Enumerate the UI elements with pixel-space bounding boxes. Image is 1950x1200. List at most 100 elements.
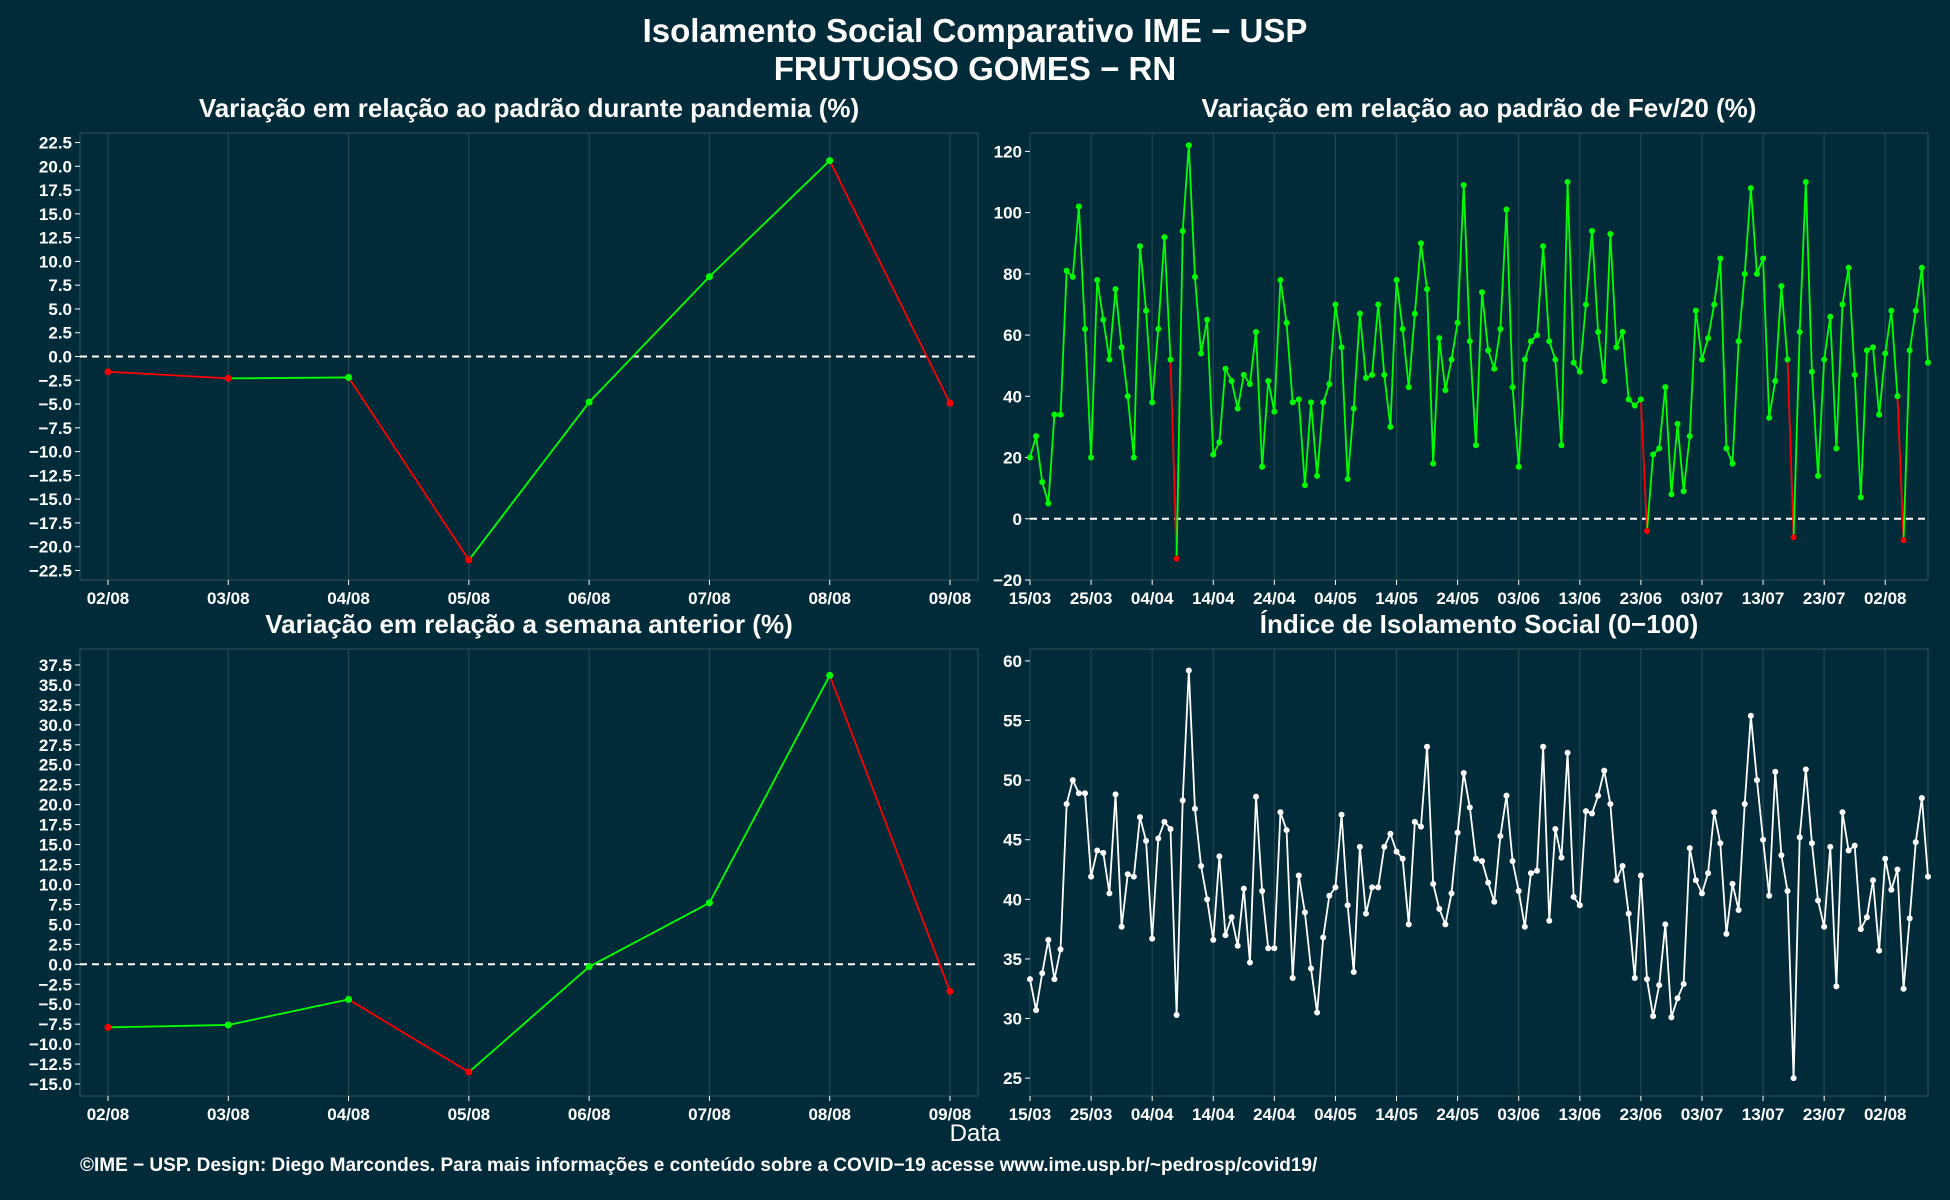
series-segment (1304, 912, 1312, 969)
data-point (345, 373, 353, 381)
data-point (1772, 768, 1779, 775)
data-point (1680, 980, 1687, 987)
title-line-2: FRUTUOSO GOMES − RN (773, 50, 1177, 87)
y-tick-label: −15.0 (29, 490, 72, 509)
data-point (1784, 356, 1791, 363)
data-point (1558, 442, 1565, 449)
series-segment (1041, 939, 1050, 974)
series-segment (1340, 814, 1349, 906)
data-point (224, 374, 232, 382)
data-point (1662, 384, 1669, 391)
y-tick-label: 50 (1003, 771, 1022, 790)
data-point (465, 1068, 473, 1076)
data-point (1155, 835, 1162, 842)
data-point (104, 368, 112, 376)
data-point (1784, 887, 1791, 894)
series-segment (1255, 331, 1264, 467)
series-segment (1102, 319, 1111, 360)
series-segment (1499, 209, 1508, 329)
y-tick-label: 55 (1003, 712, 1022, 731)
series-segment (1273, 279, 1282, 412)
data-point (1564, 178, 1571, 185)
data-point (1161, 818, 1168, 825)
data-point (1387, 830, 1394, 837)
x-tick-label: 04/04 (1131, 589, 1174, 608)
footer-credits: ©IME − USP. Design: Diego Marcondes. Par… (80, 1155, 1318, 1176)
data-point (1509, 384, 1516, 391)
data-point (1393, 848, 1400, 855)
y-tick-label: 20 (1003, 449, 1022, 468)
y-tick-label: −20 (993, 571, 1022, 590)
series-segment (1688, 847, 1697, 881)
series-segment (1389, 833, 1398, 852)
y-tick-label: 10.0 (39, 875, 72, 894)
y-tick-label: 32.5 (39, 696, 72, 715)
data-point (1344, 475, 1351, 482)
series-segment (1187, 670, 1196, 809)
data-point (224, 1021, 232, 1029)
data-point (1118, 923, 1125, 930)
y-tick-label: −7.5 (38, 419, 72, 438)
series-segment (1169, 359, 1178, 559)
data-point (1259, 463, 1266, 470)
data-point (1057, 411, 1064, 418)
series-segment (1731, 341, 1740, 464)
data-point (1729, 460, 1736, 467)
data-point (1723, 930, 1730, 937)
data-point (1234, 942, 1241, 949)
data-point (1210, 451, 1217, 458)
series-segment (1914, 797, 1923, 843)
series-segment (1102, 852, 1111, 894)
series-segment (1358, 313, 1367, 379)
series-segment (1163, 237, 1172, 360)
series-segment (1206, 899, 1215, 940)
data-point (1839, 301, 1846, 308)
series-segment (1597, 770, 1606, 796)
data-point (1753, 270, 1760, 277)
data-point (1265, 945, 1272, 952)
data-point (1436, 335, 1443, 342)
data-point (1674, 995, 1681, 1002)
data-point (1546, 917, 1553, 924)
y-tick-label: 0.0 (48, 348, 72, 367)
data-point (1069, 273, 1076, 280)
series-segment (1297, 399, 1306, 486)
data-point (1466, 338, 1473, 345)
series-segment (708, 674, 831, 904)
series-segment (1462, 772, 1471, 808)
x-tick-label: 24/04 (1253, 1105, 1296, 1124)
data-point (1894, 866, 1901, 873)
data-point (1338, 344, 1345, 351)
data-point (1466, 804, 1473, 811)
series-segment (1872, 347, 1881, 415)
series-segment (1517, 359, 1526, 467)
series-segment (1267, 380, 1276, 412)
y-tick-label: −15.0 (29, 1075, 72, 1094)
x-tick-label: 23/07 (1803, 589, 1846, 608)
series-segment (1914, 267, 1923, 311)
series-segment (1884, 310, 1893, 354)
data-point (1149, 935, 1156, 942)
data-point (345, 995, 353, 1003)
data-point (1619, 329, 1626, 336)
data-point (1894, 393, 1901, 400)
series-segment (468, 401, 590, 561)
title-line-1: Isolamento Social Comparativo IME − USP (642, 12, 1308, 49)
x-tick-label: 03/06 (1497, 1105, 1540, 1124)
series-segment (1676, 423, 1685, 492)
y-tick-label: −20.0 (29, 538, 72, 557)
series-segment (1664, 924, 1673, 1018)
series-segment (1059, 270, 1068, 415)
series-segment (1285, 830, 1294, 979)
series-segment (1371, 304, 1380, 375)
data-point (1808, 840, 1815, 847)
data-point (1521, 356, 1528, 363)
x-tick-label: 13/06 (1559, 1105, 1602, 1124)
chart-pandemia: Variação em relação ao padrão durante pa… (29, 93, 979, 608)
series-segment (1890, 310, 1899, 397)
data-point (826, 157, 834, 165)
data-point (1301, 909, 1308, 916)
data-point (1552, 825, 1559, 832)
series-segment (1603, 233, 1612, 382)
series-segment (1346, 408, 1355, 480)
